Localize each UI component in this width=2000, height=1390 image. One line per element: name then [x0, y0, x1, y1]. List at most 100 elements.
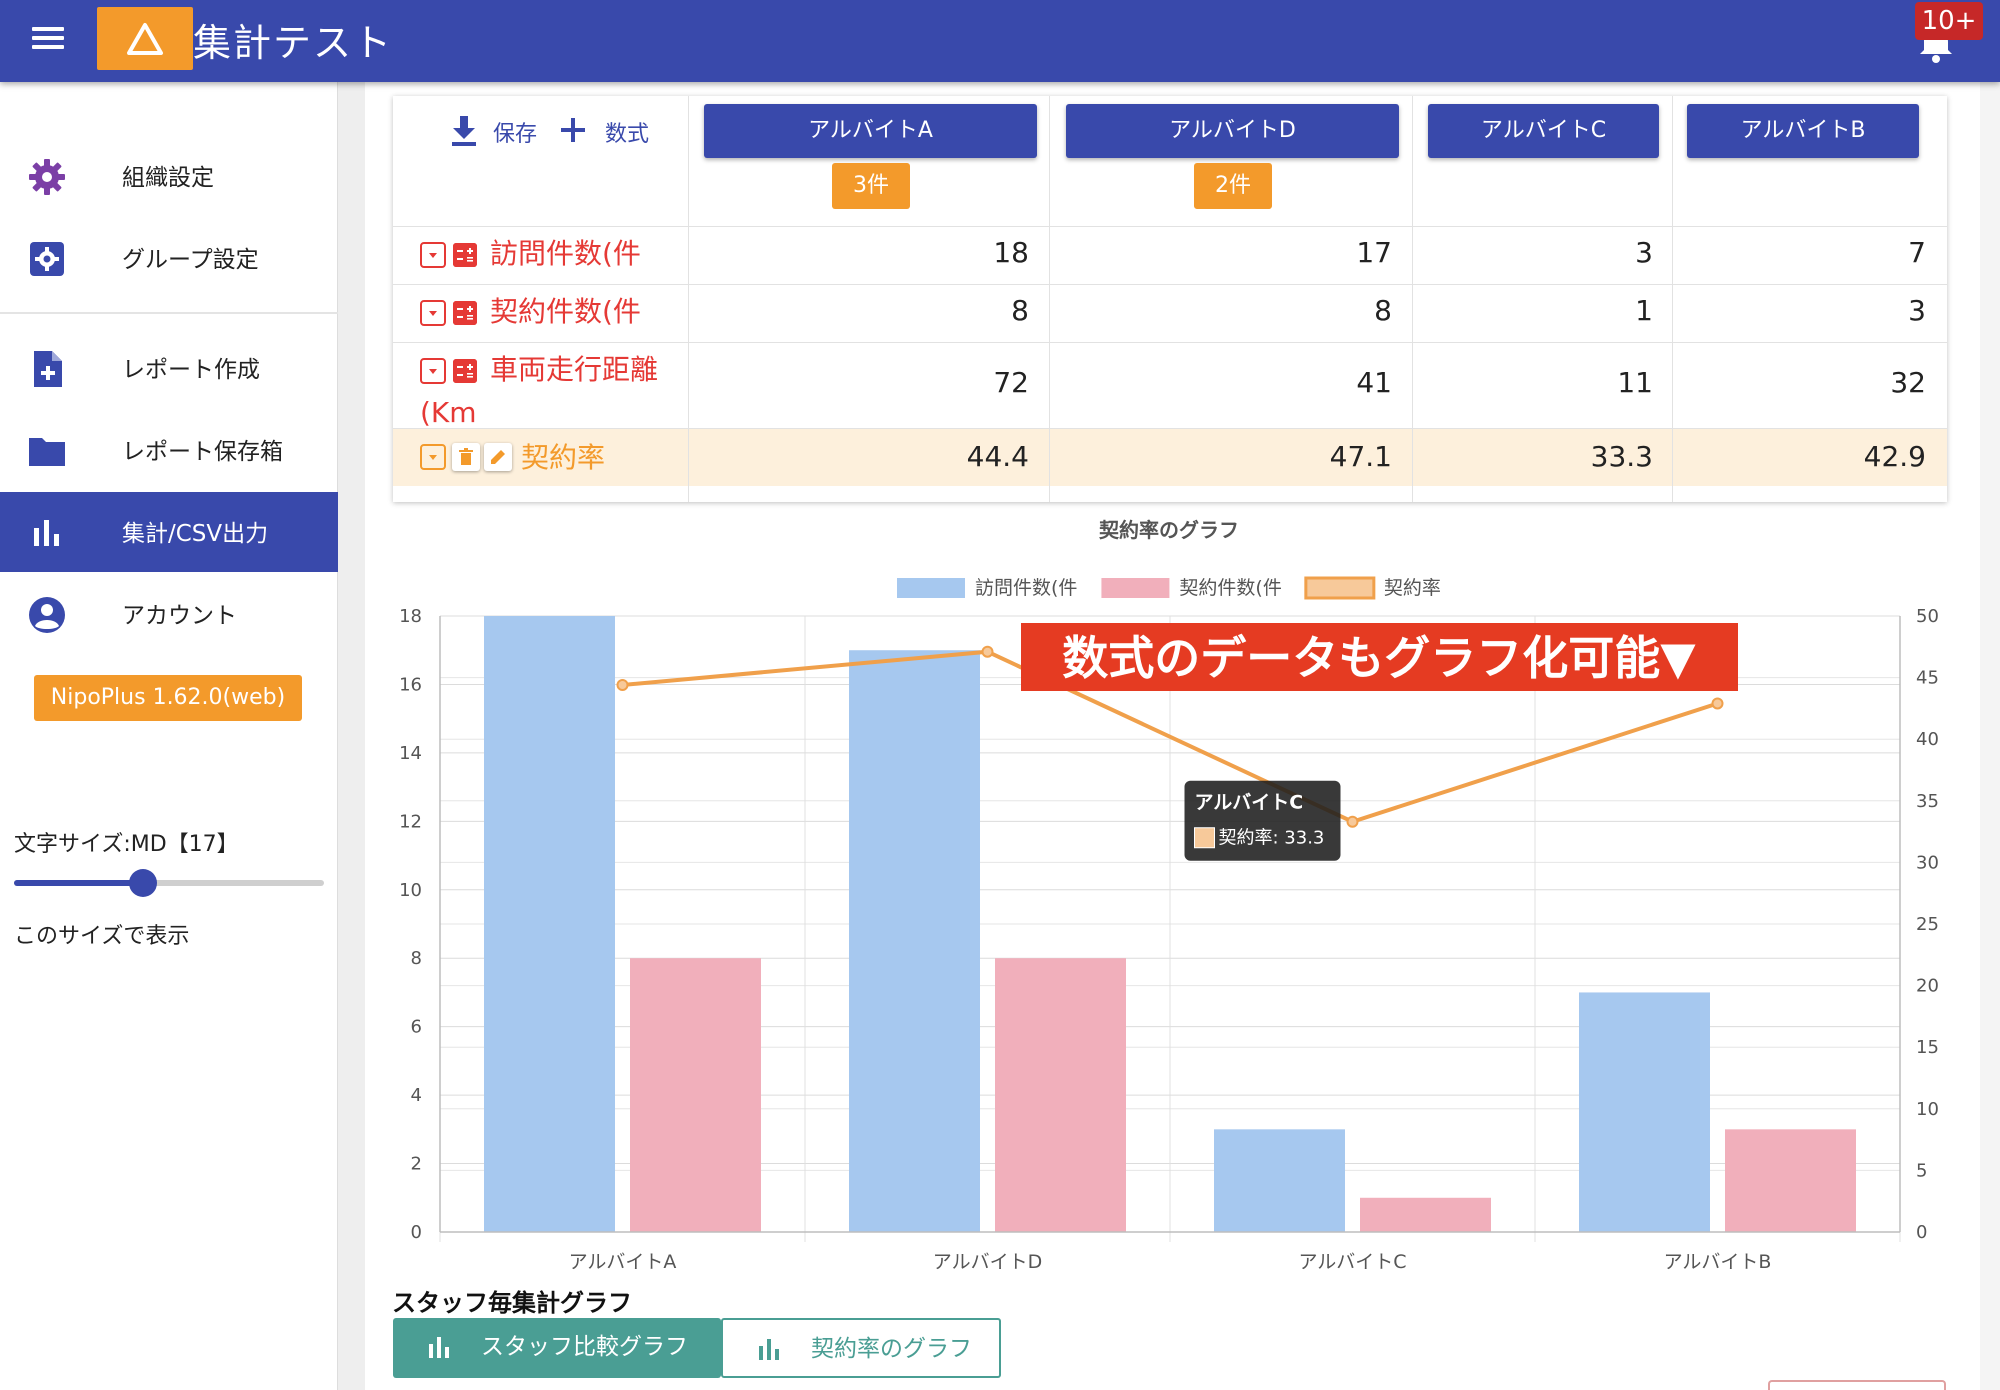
row-label-visits: 訪問件数(件: [490, 237, 641, 270]
left-tick-label: 16: [399, 674, 422, 695]
left-tick-label: 14: [399, 743, 422, 764]
save-button[interactable]: 保存: [493, 122, 538, 147]
contract-rate-chart: 契約率のグラフ 訪問件数(件 契約件数(件 契約率 0510152025303540…: [399, 518, 1939, 1273]
left-tick-label: 8: [411, 948, 422, 969]
row-dropdown-button[interactable]: [420, 300, 446, 326]
tab-label: 契約率のグラフ: [811, 1336, 972, 1362]
row-dropdown-button[interactable]: [420, 242, 446, 268]
aggregate-table: 保存 数式 アルバイトA 3件 アルバイトD 2件 アルバイトC アルバイトB …: [393, 96, 1947, 502]
sidebar-item-label: グループ設定: [122, 247, 259, 273]
right-tick-label: 25: [1916, 914, 1939, 935]
bar: [630, 958, 761, 1232]
left-tick-label: 6: [411, 1017, 422, 1038]
partial-button[interactable]: [1768, 1380, 1946, 1390]
sidebar-item-label: レポート作成: [122, 357, 260, 383]
notification-badge: 10+: [1915, 2, 1983, 40]
bar-chart-icon: [759, 1339, 779, 1360]
sidebar-item-report-box[interactable]: レポート保存箱: [0, 410, 338, 490]
cell: 11: [1617, 366, 1653, 399]
download-icon[interactable]: [449, 114, 479, 148]
font-size-slider[interactable]: [14, 880, 324, 886]
line-point: [616, 678, 629, 691]
right-tick-label: 20: [1916, 976, 1939, 997]
cell: 42.9: [1863, 440, 1926, 473]
delete-formula-button[interactable]: [452, 443, 480, 471]
row-label-contracts: 契約件数(件: [490, 295, 641, 328]
bar: [995, 958, 1126, 1232]
staff-button-d[interactable]: アルバイトD: [1066, 104, 1399, 158]
left-tick-label: 18: [399, 606, 422, 627]
right-tick-label: 5: [1916, 1160, 1927, 1181]
bar: [1360, 1197, 1491, 1232]
line-point: [1711, 697, 1724, 710]
section-title: スタッフ毎集計グラフ: [392, 1289, 632, 1317]
count-chip-d[interactable]: 2件: [1194, 163, 1272, 209]
triangle-logo-icon: [127, 23, 163, 55]
pencil-icon: [491, 450, 505, 464]
font-size-apply-link[interactable]: このサイズで表示: [14, 924, 190, 949]
category-label: アルバイトB: [1664, 1251, 1772, 1273]
bar: [1725, 1129, 1856, 1232]
tooltip-body: 契約率: 33.3: [1219, 828, 1325, 849]
font-size-slider-thumb[interactable]: [129, 869, 157, 897]
version-button[interactable]: NipoPlus 1.62.0(web): [34, 675, 302, 721]
legend-label: 契約率: [1384, 577, 1441, 599]
sidebar-item-label: アカウント: [122, 603, 237, 629]
menu-icon[interactable]: [28, 22, 68, 62]
folder-icon: [29, 438, 65, 466]
edit-formula-button[interactable]: [484, 443, 512, 471]
annotation-text: 数式のデータもグラフ化可能▼: [1062, 631, 1696, 685]
line-point: [1346, 815, 1359, 828]
bar: [1214, 1129, 1345, 1232]
bar: [1579, 992, 1710, 1232]
row-dropdown-button[interactable]: [420, 358, 446, 384]
sidebar-item-org-settings[interactable]: 組織設定: [0, 136, 338, 216]
left-tick-label: 2: [411, 1154, 422, 1175]
trash-icon: [459, 448, 473, 465]
sidebar-item-label: 組織設定: [122, 165, 214, 191]
plus-icon[interactable]: [559, 116, 587, 144]
sidebar-item-label: 集計/CSV出力: [122, 521, 269, 547]
account-icon: [29, 597, 65, 633]
sidebar: 組織設定 グループ設定 レポート作成 レポート保存箱 集計/CSV出力: [0, 82, 338, 1390]
app-bar: 集計テスト 10+: [0, 0, 2000, 82]
tooltip-title: アルバイトC: [1195, 792, 1304, 814]
staff-button-a[interactable]: アルバイトA: [704, 104, 1037, 158]
staff-button-b[interactable]: アルバイトB: [1687, 104, 1919, 158]
sidebar-item-account[interactable]: アカウント: [0, 574, 338, 654]
calculator-icon[interactable]: [453, 359, 477, 383]
cell: 3: [1635, 236, 1653, 269]
left-tick-label: 4: [411, 1085, 422, 1106]
add-document-icon: [34, 351, 62, 387]
cell: 8: [1374, 294, 1392, 327]
cell: 18: [993, 236, 1029, 269]
legend-swatch: [897, 578, 965, 598]
cell: 8: [1011, 294, 1029, 327]
right-tick-label: 35: [1916, 791, 1939, 812]
cell: 41: [1356, 366, 1392, 399]
cell: 47.1: [1329, 440, 1392, 473]
chart-title: 契約率のグラフ: [1098, 518, 1239, 542]
row-dropdown-button[interactable]: [420, 444, 446, 470]
tab-staff-compare[interactable]: スタッフ比較グラフ: [393, 1318, 721, 1378]
left-tick-label: 10: [399, 880, 422, 901]
scrollbar[interactable]: [1978, 82, 2000, 1390]
add-formula-button[interactable]: 数式: [605, 122, 650, 147]
category-label: アルバイトC: [1298, 1251, 1406, 1273]
count-chip-a[interactable]: 3件: [832, 163, 910, 209]
legend-label: 契約件数(件: [1179, 577, 1281, 599]
calculator-icon[interactable]: [453, 243, 477, 267]
app-logo[interactable]: [97, 7, 193, 70]
calculator-icon[interactable]: [453, 301, 477, 325]
sidebar-item-report-create[interactable]: レポート作成: [0, 328, 338, 408]
sidebar-item-group-settings[interactable]: グループ設定: [0, 218, 338, 298]
tab-label: スタッフ比較グラフ: [481, 1334, 688, 1360]
sidebar-item-aggregate-csv[interactable]: 集計/CSV出力: [0, 492, 338, 572]
tab-contract-rate[interactable]: 契約率のグラフ: [721, 1318, 1001, 1378]
cell: 1: [1635, 294, 1653, 327]
chart-tooltip: [1184, 780, 1341, 861]
right-tick-label: 40: [1916, 729, 1939, 750]
category-label: アルバイトA: [569, 1251, 677, 1273]
row-label-distance: 車両走行距離: [490, 353, 659, 386]
staff-button-c[interactable]: アルバイトC: [1428, 104, 1659, 158]
